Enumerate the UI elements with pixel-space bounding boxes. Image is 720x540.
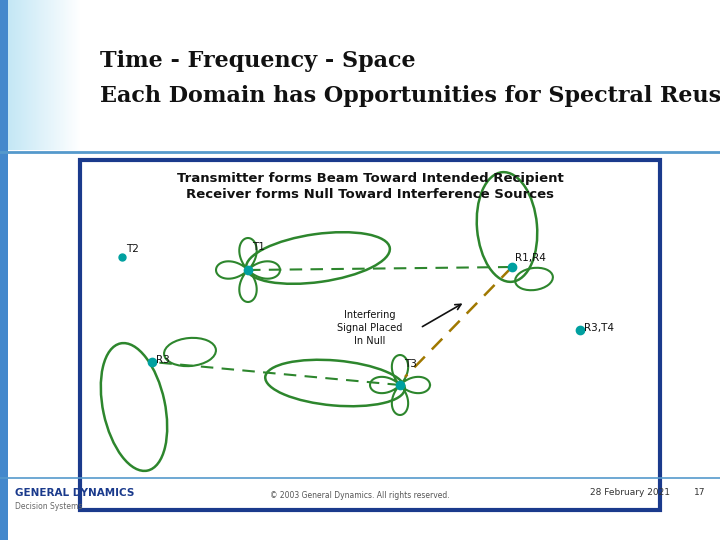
Bar [43,0,44,150]
Bar [3,0,4,150]
Bar [68,0,69,150]
Bar [42,0,43,150]
Text: R3,T4: R3,T4 [584,323,614,333]
Bar [35,0,36,150]
Bar [69,0,70,150]
Bar [49,0,50,150]
Bar [24,0,25,150]
Bar [70,0,71,150]
Bar [5,0,6,150]
Bar [16,0,17,150]
Bar [30,0,31,150]
Bar [8,0,9,150]
Bar [11,0,12,150]
Bar [36,0,37,150]
Text: Decision Systems: Decision Systems [15,502,82,511]
Text: T1: T1 [252,242,265,252]
Text: © 2003 General Dynamics. All rights reserved.: © 2003 General Dynamics. All rights rese… [270,490,450,500]
Bar [2,0,3,150]
Bar [44,0,45,150]
Bar [19,0,20,150]
Bar [76,0,77,150]
Bar [0,0,8,540]
Text: R1,R4: R1,R4 [515,253,546,263]
Bar [17,0,18,150]
Bar [4,0,5,150]
Text: Transmitter forms Beam Toward Intended Recipient: Transmitter forms Beam Toward Intended R… [176,172,563,185]
Bar [1,0,2,150]
Bar [37,0,38,150]
Bar [52,0,53,150]
Bar [57,0,58,150]
Text: T2: T2 [126,244,139,254]
Bar [53,0,54,150]
Bar [72,0,73,150]
Bar [55,0,56,150]
Text: GENERAL DYNAMICS: GENERAL DYNAMICS [15,488,135,498]
Bar [20,0,21,150]
Bar [40,0,41,150]
Bar [22,0,23,150]
Bar [58,0,59,150]
Bar [73,0,74,150]
Bar [39,0,40,150]
Bar [31,0,32,150]
Bar [61,0,62,150]
Bar [71,0,72,150]
Bar [27,0,28,150]
Bar [34,0,35,150]
Bar [64,0,65,150]
Bar [21,0,22,150]
Bar [79,0,80,150]
Bar [60,0,61,150]
Bar [45,0,46,150]
Bar [25,0,26,150]
Bar [9,0,10,150]
FancyBboxPatch shape [80,160,660,510]
Text: R3: R3 [156,355,170,365]
Bar [14,0,15,150]
Text: T3: T3 [404,359,417,369]
Bar [47,0,48,150]
Bar [66,0,67,150]
Bar [33,0,34,150]
Bar [77,0,78,150]
Bar [48,0,49,150]
Bar [50,0,51,150]
Text: Time - Frequency - Space: Time - Frequency - Space [100,50,415,72]
Text: 17: 17 [693,488,705,497]
Bar [32,0,33,150]
Bar [10,0,11,150]
Text: Each Domain has Opportunities for Spectral Reuse: Each Domain has Opportunities for Spectr… [100,85,720,107]
Bar [67,0,68,150]
Bar [56,0,57,150]
Bar [62,0,63,150]
Bar [15,0,16,150]
Text: 28 February 2021: 28 February 2021 [590,488,670,497]
Bar [65,0,66,150]
Text: Interfering
Signal Placed
In Null: Interfering Signal Placed In Null [337,310,402,346]
Bar [51,0,52,150]
Bar [23,0,24,150]
Bar [13,0,14,150]
Bar [0,0,1,150]
Bar [29,0,30,150]
Bar [46,0,47,150]
Bar [41,0,42,150]
Bar [38,0,39,150]
Bar [59,0,60,150]
Bar [6,0,7,150]
Bar [18,0,19,150]
Bar [28,0,29,150]
Bar [7,0,8,150]
Bar [26,0,27,150]
Bar [78,0,79,150]
Bar [75,0,76,150]
Bar [63,0,64,150]
Bar [54,0,55,150]
Text: Receiver forms Null Toward Interference Sources: Receiver forms Null Toward Interference … [186,188,554,201]
Bar [12,0,13,150]
Bar [74,0,75,150]
